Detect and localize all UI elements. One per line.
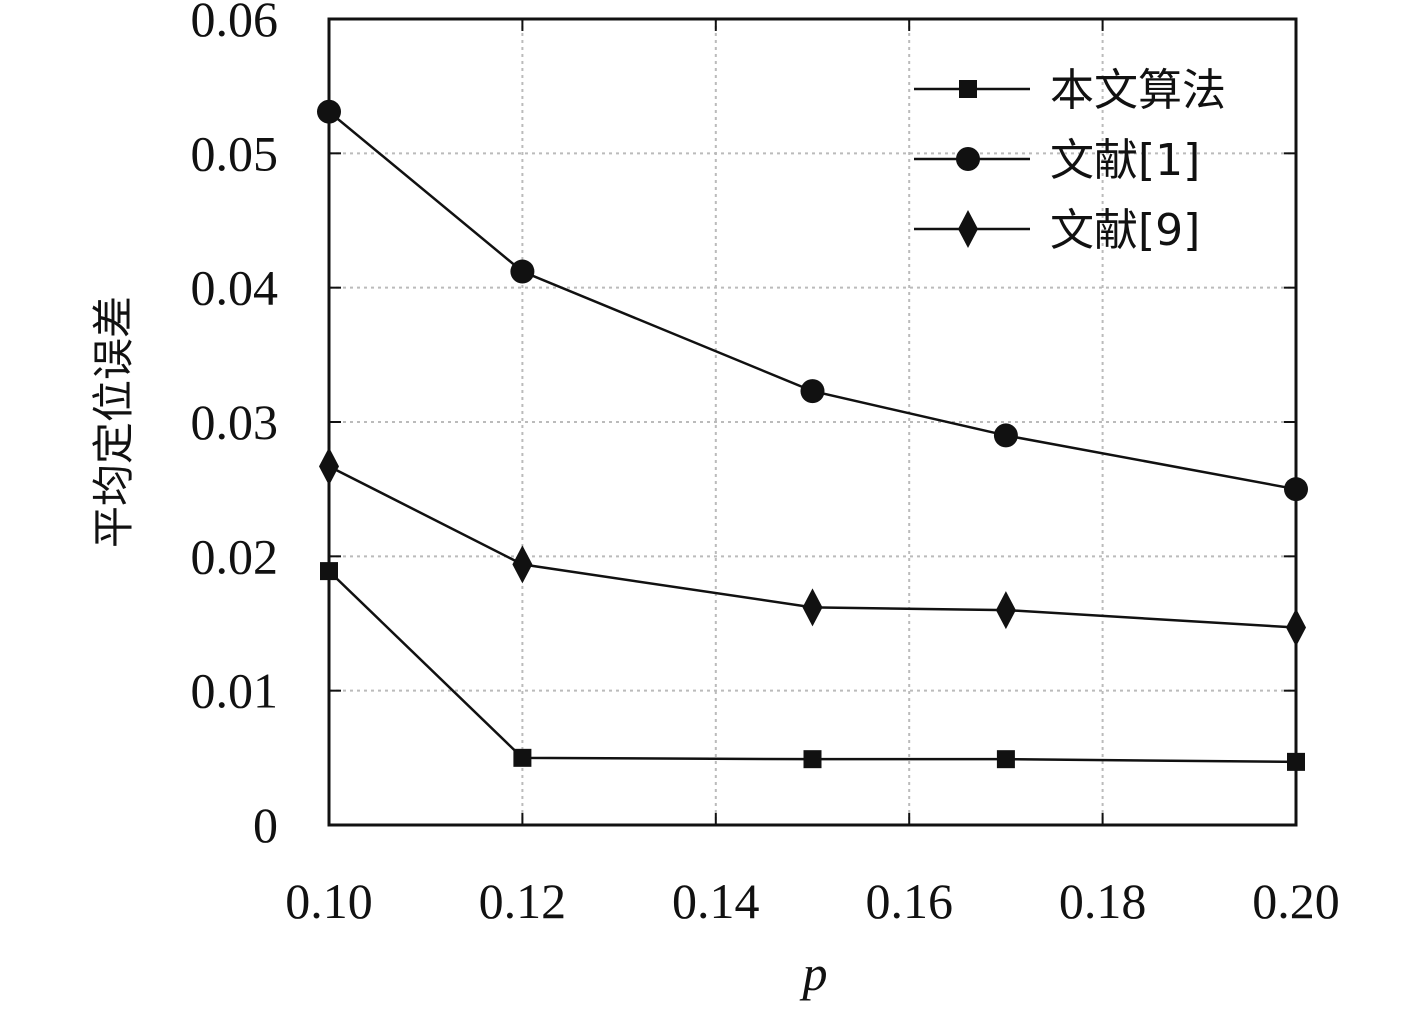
grid [329,19,1296,825]
y-tick-label: 0.02 [191,528,279,584]
diamond-marker [958,210,978,248]
y-tick-label: 0 [253,797,278,853]
legend-label: 文献[1] [1050,135,1200,186]
ticks: 0.10 0.12 0.14 0.16 0.18 0.20 0 0.01 0.02 0.03 0.0… [191,0,1340,929]
series-diamond [319,447,1306,647]
square-marker [959,80,977,98]
circle-marker [956,147,980,171]
square-marker [803,750,822,769]
y-tick-label: 0.03 [191,394,279,450]
y-tick-label: 0.04 [191,260,279,316]
x-tick-label: 0.18 [1059,873,1147,929]
x-tick-label: 0.20 [1252,873,1340,929]
x-tick-label: 0.14 [672,873,760,929]
diamond-marker [995,591,1016,630]
legend-label: 本文算法 [1050,65,1226,116]
series-layer [317,99,1308,771]
series-square [320,562,1305,771]
y-tick-label: 0.06 [191,0,279,47]
y-axis-label: 平均定位误差 [89,296,138,548]
circle-marker [510,259,535,284]
x-tick-label: 0.16 [865,873,953,929]
x-tick-label: 0.10 [285,873,373,929]
square-marker [513,748,532,767]
square-marker [996,750,1015,769]
y-tick-label: 0.05 [191,125,279,181]
diamond-marker [512,545,533,584]
x-axis-label: p [800,945,828,1001]
circle-marker [993,423,1018,448]
circle-marker [800,379,825,404]
y-tick-label: 0.01 [191,663,279,719]
legend-label: 文献[9] [1050,205,1200,256]
diamond-marker [802,588,823,627]
series-circle [317,99,1308,502]
x-tick-label: 0.12 [479,873,567,929]
